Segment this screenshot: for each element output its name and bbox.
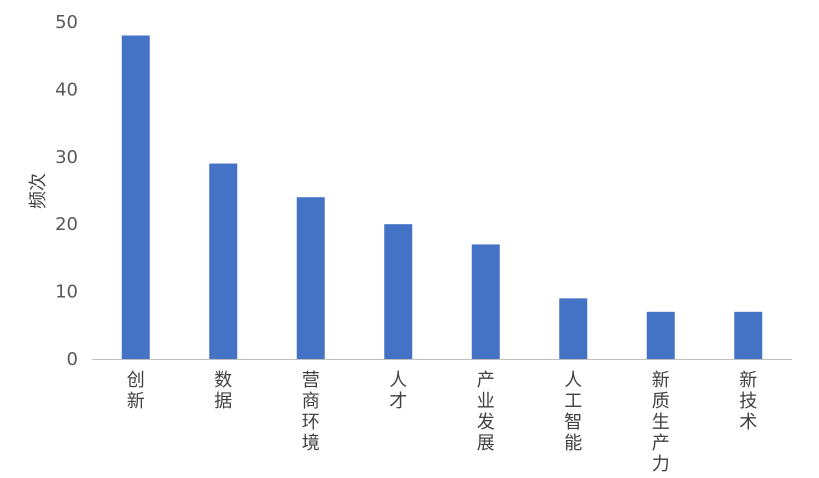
bar: [296, 197, 325, 359]
y-tick-label: 40: [55, 79, 78, 100]
x-category-label: 人工智能: [564, 370, 582, 454]
bar: [121, 35, 150, 359]
bar: [646, 311, 675, 359]
x-category-label: 创新: [127, 370, 145, 412]
bar: [734, 311, 763, 359]
y-tick-label: 0: [67, 349, 78, 370]
y-tick-label: 10: [55, 282, 78, 303]
bars: [121, 35, 763, 359]
x-category-label: 人才: [389, 370, 407, 412]
x-category-label: 新质生产力: [652, 370, 670, 475]
category-labels: 创新 数据 营商环境 人才 产业发展 人工智能 新质生产力 新技术: [127, 370, 758, 475]
y-axis-title: 频次: [28, 173, 49, 209]
y-axis-ticks: 0 10 20 30 40 50: [55, 12, 78, 370]
bar: [559, 298, 588, 359]
y-tick-label: 30: [55, 147, 78, 168]
x-category-label: 数据: [214, 370, 232, 412]
bar: [384, 224, 413, 359]
x-category-label: 营商环境: [302, 370, 320, 454]
bar: [209, 163, 238, 359]
bar: [471, 244, 500, 359]
y-tick-label: 20: [55, 214, 78, 235]
x-category-label: 产业发展: [477, 370, 495, 454]
y-tick-label: 50: [55, 12, 78, 33]
x-category-label: 新技术: [739, 370, 757, 433]
